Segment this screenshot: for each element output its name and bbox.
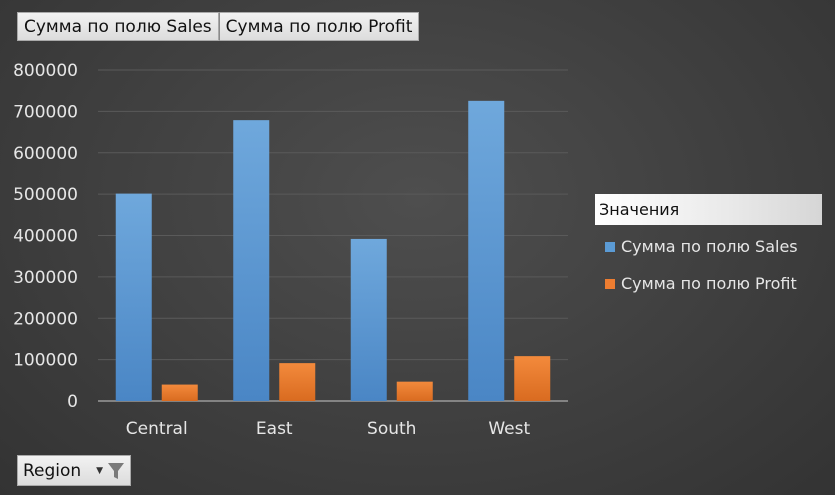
- field-buttons: Сумма по полю Sales Сумма по полю Profit: [17, 12, 420, 41]
- legend-label-profit: Сумма по полю Profit: [621, 274, 797, 293]
- legend: Значения Сумма по полю Sales Сумма по по…: [595, 194, 822, 293]
- y-tick-label: 700000: [13, 102, 78, 122]
- sales-bar: [468, 100, 505, 402]
- legend-title[interactable]: Значения: [595, 194, 822, 225]
- y-tick-label: 100000: [13, 351, 78, 371]
- legend-label-sales: Сумма по полю Sales: [621, 237, 798, 256]
- sales-bar: [350, 238, 387, 401]
- field-button-sales[interactable]: Сумма по полю Sales: [17, 12, 219, 41]
- legend-item-sales[interactable]: Сумма по полю Sales: [605, 237, 822, 256]
- legend-swatch-profit: [605, 278, 615, 289]
- y-tick-label: 600000: [13, 144, 78, 164]
- profit-bar: [279, 363, 316, 401]
- filter-funnel-icon: [108, 462, 124, 479]
- x-tick-label: West: [488, 419, 530, 439]
- dropdown-arrow-icon: ▼: [96, 465, 103, 476]
- legend-swatch-sales: [605, 241, 615, 252]
- y-tick-label: 300000: [13, 268, 78, 288]
- x-tick-label: East: [256, 419, 293, 439]
- sales-bar: [115, 193, 152, 401]
- x-tick-label: South: [367, 419, 416, 439]
- region-filter-label: Region: [23, 460, 82, 481]
- legend-item-profit[interactable]: Сумма по полю Profit: [605, 274, 822, 293]
- profit-bar: [161, 384, 198, 401]
- y-tick-label: 800000: [13, 61, 78, 81]
- y-tick-label: 200000: [13, 309, 78, 329]
- sales-bar: [233, 120, 270, 401]
- x-tick-label: Central: [126, 419, 188, 439]
- region-filter-button[interactable]: Region ▼: [17, 455, 131, 486]
- profit-bar: [396, 381, 433, 401]
- y-tick-label: 500000: [13, 185, 78, 205]
- y-tick-label: 400000: [13, 227, 78, 247]
- profit-bar: [514, 356, 551, 401]
- field-button-profit[interactable]: Сумма по полю Profit: [218, 12, 420, 41]
- y-tick-label: 0: [67, 392, 78, 412]
